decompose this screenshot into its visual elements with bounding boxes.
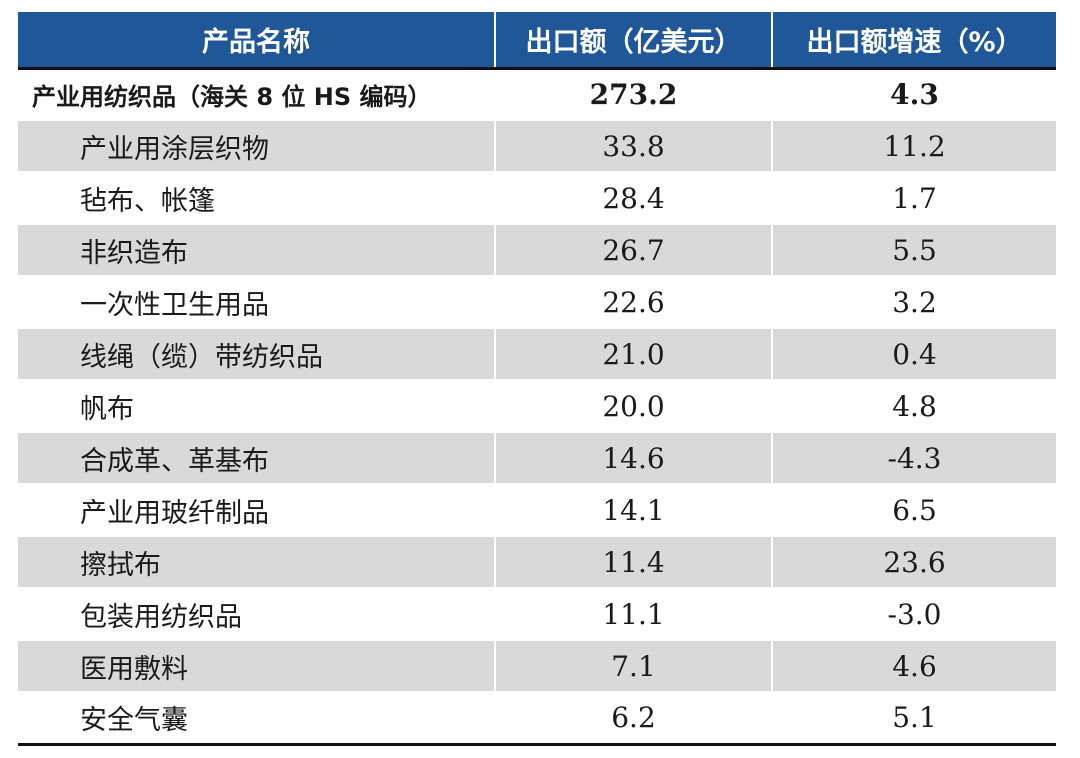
export-growth-cell: 6.5 xyxy=(771,483,1056,536)
table-row: 包装用纺织品 11.1 -3.0 xyxy=(18,587,1056,640)
export-value-cell: 20.0 xyxy=(494,379,772,432)
export-value-cell: 26.7 xyxy=(494,223,772,276)
export-value-cell: 14.6 xyxy=(494,431,772,484)
export-value-cell: 11.1 xyxy=(494,587,772,640)
product-name-cell: 合成革、革基布 xyxy=(18,431,495,484)
table-row: 非织造布 26.7 5.5 xyxy=(18,223,1056,276)
export-growth-cell: 4.8 xyxy=(771,379,1056,432)
export-growth-cell: 0.4 xyxy=(771,327,1056,380)
export-value-cell: 22.6 xyxy=(494,275,772,328)
export-growth-cell: 23.6 xyxy=(771,535,1056,588)
table-row: 合成革、革基布 14.6 -4.3 xyxy=(18,431,1056,484)
product-name-cell: 包装用纺织品 xyxy=(18,587,495,640)
export-value-cell: 28.4 xyxy=(494,171,772,224)
export-value-cell: 11.4 xyxy=(494,535,772,588)
table-row: 擦拭布 11.4 23.6 xyxy=(18,535,1056,588)
product-name-cell: 产业用玻纤制品 xyxy=(18,483,495,536)
header-row: 产品名称 出口额（亿美元） 出口额增速（%） xyxy=(18,12,1056,70)
export-growth-cell: 4.6 xyxy=(771,639,1056,692)
header-export-value: 出口额（亿美元） xyxy=(494,12,772,70)
export-growth-cell: 11.2 xyxy=(771,119,1056,172)
export-value-cell: 7.1 xyxy=(494,639,772,692)
product-name-cell: 毡布、帐篷 xyxy=(18,171,495,224)
table-row: 产业用涂层织物 33.8 11.2 xyxy=(18,119,1056,172)
product-name-cell: 线绳（缆）带纺织品 xyxy=(18,327,495,380)
header-export-growth: 出口额增速（%） xyxy=(771,12,1056,70)
export-growth-cell: -4.3 xyxy=(771,431,1056,484)
product-name-cell: 擦拭布 xyxy=(18,535,495,588)
total-row: 产业用纺织品（海关 8 位 HS 编码） 273.2 4.3 xyxy=(18,68,1056,120)
product-name-cell: 非织造布 xyxy=(18,223,495,276)
table-row: 产业用玻纤制品 14.1 6.5 xyxy=(18,483,1056,536)
table-row: 毡布、帐篷 28.4 1.7 xyxy=(18,171,1056,224)
table-row: 帆布 20.0 4.8 xyxy=(18,379,1056,432)
table-row: 安全气囊 6.2 5.1 xyxy=(18,691,1056,746)
table-row: 一次性卫生用品 22.6 3.2 xyxy=(18,275,1056,328)
export-value-cell: 33.8 xyxy=(494,119,772,172)
total-export: 273.2 xyxy=(494,68,772,120)
table-row: 线绳（缆）带纺织品 21.0 0.4 xyxy=(18,327,1056,380)
export-value-cell: 21.0 xyxy=(494,327,772,380)
export-growth-cell: 3.2 xyxy=(771,275,1056,328)
product-name-cell: 医用敷料 xyxy=(18,639,495,692)
header-product-name: 产品名称 xyxy=(18,12,495,70)
export-value-cell: 14.1 xyxy=(494,483,772,536)
export-growth-cell: 5.1 xyxy=(771,691,1056,746)
product-name-cell: 安全气囊 xyxy=(18,691,495,746)
export-growth-cell: -3.0 xyxy=(771,587,1056,640)
table-body: 产业用纺织品（海关 8 位 HS 编码） 273.2 4.3 产业用涂层织物 33… xyxy=(18,68,1056,746)
product-name-cell: 产业用涂层织物 xyxy=(18,119,495,172)
export-growth-cell: 5.5 xyxy=(771,223,1056,276)
export-table: 产品名称 出口额（亿美元） 出口额增速（%） 产业用纺织品（海关 8 位 HS … xyxy=(18,12,1056,746)
table-row: 医用敷料 7.1 4.6 xyxy=(18,639,1056,692)
table-header: 产品名称 出口额（亿美元） 出口额增速（%） xyxy=(18,12,1056,70)
total-name: 产业用纺织品（海关 8 位 HS 编码） xyxy=(32,82,432,111)
product-name-cell: 帆布 xyxy=(18,379,495,432)
export-value-cell: 6.2 xyxy=(494,691,772,746)
total-growth: 4.3 xyxy=(771,68,1056,120)
product-name-cell: 一次性卫生用品 xyxy=(18,275,495,328)
export-growth-cell: 1.7 xyxy=(771,171,1056,224)
